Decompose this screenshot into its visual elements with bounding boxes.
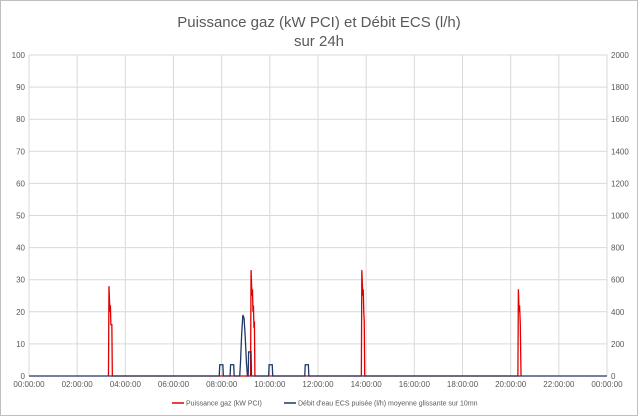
y-right-tick-label: 1600: [611, 115, 629, 124]
y-right-tick-label: 0: [611, 372, 616, 381]
series-line-puissance-gaz: [107, 270, 522, 377]
x-tick-label: 18:00:00: [447, 380, 479, 389]
y-left-tick-label: 60: [16, 179, 25, 188]
x-tick-label: 14:00:00: [351, 380, 383, 389]
x-tick-label: 20:00:00: [495, 380, 527, 389]
y-right-tick-label: 1800: [611, 83, 629, 92]
y-right-tick-label: 1000: [611, 212, 629, 221]
y-right-tick-label: 1200: [611, 179, 629, 188]
y-left-tick-label: 50: [16, 212, 25, 221]
y-left-tick-label: 80: [16, 115, 25, 124]
y-left-tick-label: 100: [12, 51, 26, 60]
x-tick-label: 16:00:00: [399, 380, 431, 389]
y-right-tick-label: 200: [611, 340, 625, 349]
y-left-tick-label: 10: [16, 340, 25, 349]
y-left-tick-label: 70: [16, 147, 25, 156]
y-right-tick-label: 600: [611, 276, 625, 285]
x-tick-label: 12:00:00: [302, 380, 334, 389]
x-tick-label: 08:00:00: [206, 380, 238, 389]
chart-title-line-1: Puissance gaz (kW PCI) et Débit ECS (l/h…: [177, 14, 461, 31]
y-right-tick-label: 1400: [611, 147, 629, 156]
x-tick-label: 04:00:00: [110, 380, 142, 389]
x-tick-label: 06:00:00: [158, 380, 190, 389]
legend-label-puissance-gaz: Puissance gaz (kW PCI): [186, 401, 262, 408]
chart-title: Puissance gaz (kW PCI) et Débit ECS (l/h…: [1, 13, 637, 51]
series-line-debit-ecs: [29, 314, 607, 377]
y-right-tick-label: 800: [611, 244, 625, 253]
y-right-tick-label: 2000: [611, 51, 629, 60]
x-tick-label: 10:00:00: [254, 380, 286, 389]
x-tick-label: 22:00:00: [543, 380, 575, 389]
y-right-tick-label: 400: [611, 308, 625, 317]
x-tick-label: 02:00:00: [62, 380, 94, 389]
x-tick-label: 00:00:00: [13, 380, 45, 389]
chart-title-line-2: sur 24h: [293, 33, 345, 50]
legend-label-debit-ecs: Débit d'eau ECS puisée (l/h) moyenne gli…: [298, 401, 478, 408]
y-left-tick-label: 40: [16, 244, 25, 253]
y-left-tick-label: 30: [16, 276, 25, 285]
y-left-tick-label: 90: [16, 83, 25, 92]
y-left-tick-label: 0: [21, 372, 26, 381]
x-tick-label: 00:00:00: [591, 380, 623, 389]
y-left-tick-label: 20: [16, 308, 25, 317]
